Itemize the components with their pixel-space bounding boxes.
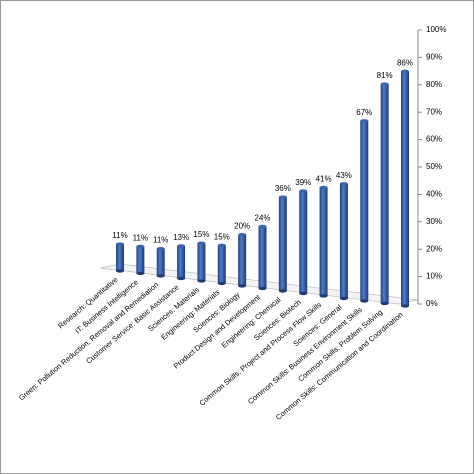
bar-base [339,296,348,301]
bar [299,190,308,294]
y-tick-label: 0% [426,299,438,308]
bar-cap [401,69,409,73]
bar [238,234,247,286]
bar-cap [156,247,165,251]
bar [156,248,165,276]
bar-base [380,301,389,306]
value-label: 13% [173,233,189,242]
bar [278,197,287,291]
value-label: 39% [295,178,311,187]
value-label: 36% [275,184,291,193]
bar-cap [380,82,389,86]
bar [177,245,186,279]
bar-cap [360,119,369,123]
bar-base [360,299,369,303]
value-label: 11% [133,233,148,242]
bar [217,245,226,284]
bar-cap [197,241,206,245]
bar-base [278,289,287,293]
bar-cap [339,182,348,186]
y-tick-label: 50% [426,162,442,171]
value-label: 43% [336,171,352,180]
bar-base [116,269,124,273]
value-label: 11% [112,231,127,240]
bar-cap [258,224,267,228]
bar-cap [238,233,247,237]
bar-cap [299,189,308,193]
bar-base [238,284,247,288]
y-tick-label: 30% [426,217,442,226]
bar [339,183,348,299]
value-label: 15% [193,230,209,239]
bar-base [217,281,226,286]
bar-cap [136,244,145,248]
y-tick-label: 80% [426,80,442,89]
y-tick-label: 90% [426,53,442,62]
y-tick-label: 40% [426,190,442,199]
value-label: 41% [316,174,332,183]
bar [360,120,369,302]
bar-base [319,294,328,298]
bar-base [401,304,409,308]
y-tick-label: 10% [426,272,442,281]
bar-cap [217,243,226,247]
bar-base [197,279,206,283]
value-label: 86% [397,58,413,67]
bar-cap [177,244,186,248]
bar [116,244,124,271]
bar-cap [278,195,287,199]
y-tick-label: 20% [426,244,442,253]
bar [136,246,145,274]
y-tick-label: 60% [426,135,442,144]
bar-base [258,286,267,291]
y-tick-label: 100% [426,25,446,34]
bar [319,187,328,296]
value-label: 24% [254,213,270,222]
value-label: 11% [153,236,168,245]
bar-base [177,276,186,281]
bar [380,83,389,304]
bar [401,71,409,306]
value-label: 67% [356,108,372,117]
bar-cap [116,242,124,246]
bar-base [136,271,145,276]
bar [258,226,267,289]
bar [197,243,206,281]
bar-base [156,274,165,278]
value-label: 81% [377,71,393,80]
value-label: 20% [234,222,250,231]
y-tick-label: 70% [426,107,442,116]
bar-base [299,291,308,296]
bar-cap [319,185,328,189]
value-label: 15% [214,232,230,241]
